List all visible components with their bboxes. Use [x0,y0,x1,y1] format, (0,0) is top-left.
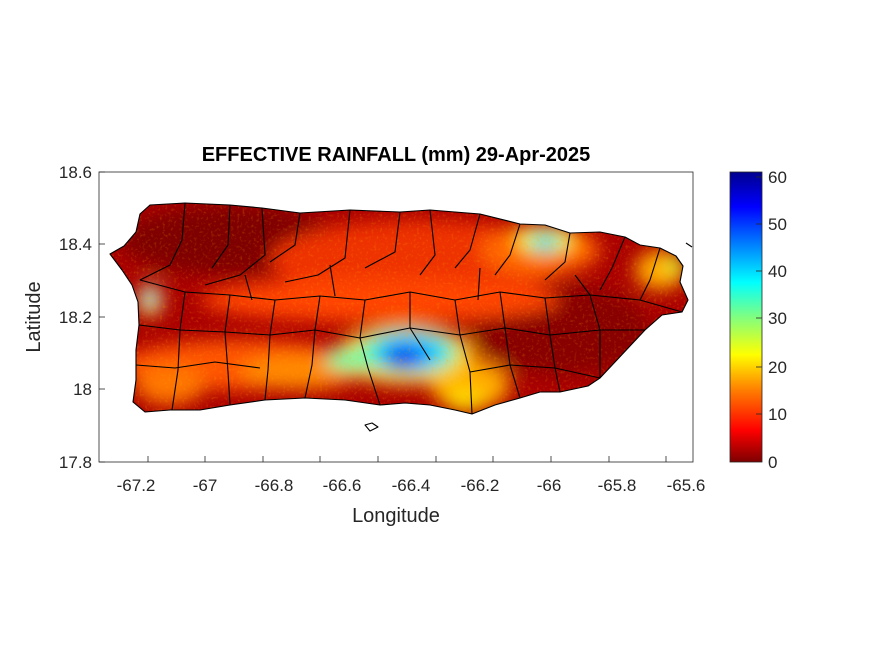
x-tick-label: -65.6 [667,476,706,495]
colorbar-tick-labels: 60 50 40 30 20 10 0 [768,168,787,472]
y-tick-label: 18.2 [59,308,92,327]
rainfall-field [110,203,688,414]
y-tick-labels: 18.6 18.4 18.2 18 17.8 [59,163,92,472]
y-tick-label: 17.8 [59,453,92,472]
x-tick-label: -66.4 [392,476,431,495]
x-tick-label: -66 [537,476,562,495]
x-tick-label: -66.8 [255,476,294,495]
y-tick-label: 18.6 [59,163,92,182]
chart-title: EFFECTIVE RAINFALL (mm) 29-Apr-2025 [202,144,591,166]
x-tick-label: -66.2 [461,476,500,495]
colorbar-ticks [756,176,762,415]
colorbar-tick-label: 30 [768,309,787,328]
x-tick-labels: -67.2 -67 -66.8 -66.6 -66.4 -66.2 -66 -6… [117,476,706,495]
y-axis-label: Latitude [23,281,45,352]
colorbar-tick-label: 40 [768,262,787,281]
colorbar [729,171,763,463]
x-axis-label: Longitude [352,505,440,527]
y-tick-label: 18.4 [59,235,92,254]
x-tick-label: -67.2 [117,476,156,495]
colorbar-tick-label: 60 [768,168,787,187]
x-tick-label: -67 [193,476,218,495]
y-tick-label: 18 [73,380,92,399]
y-axis [99,171,105,463]
colorbar-tick-label: 20 [768,358,787,377]
x-tick-label: -65.8 [598,476,637,495]
x-tick-label: -66.6 [323,476,362,495]
colorbar-tick-label: 0 [768,453,777,472]
x-axis [147,456,667,462]
colorbar-tick-label: 10 [768,405,787,424]
municipality-boundaries [109,202,693,432]
colorbar-tick-label: 50 [768,215,787,234]
